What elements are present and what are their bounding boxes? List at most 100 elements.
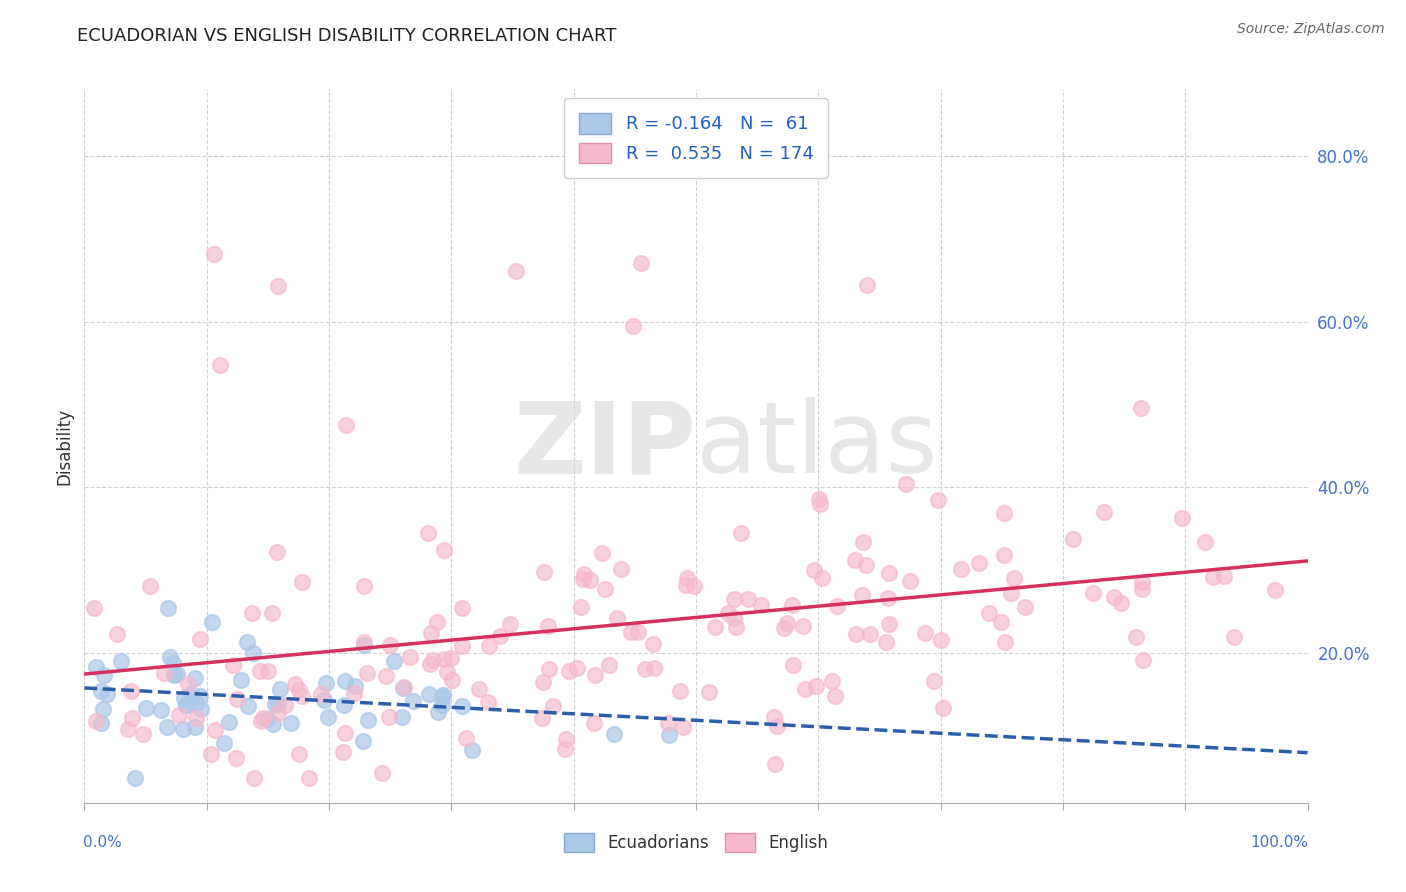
Point xyxy=(763,756,786,771)
Point xyxy=(537,619,560,633)
Point xyxy=(468,682,491,697)
Point xyxy=(105,626,128,640)
Point xyxy=(593,582,616,596)
Point xyxy=(730,526,752,541)
Point xyxy=(284,677,307,691)
Point xyxy=(979,606,1001,620)
Point xyxy=(578,573,600,587)
Point xyxy=(499,617,522,632)
Point xyxy=(433,652,456,666)
Point xyxy=(723,611,745,625)
Point xyxy=(117,722,139,736)
Point xyxy=(806,679,828,693)
Point xyxy=(257,664,280,678)
Point xyxy=(1130,582,1153,596)
Point xyxy=(172,722,194,736)
Point xyxy=(477,695,499,709)
Point xyxy=(533,566,555,580)
Point xyxy=(782,657,804,672)
Point xyxy=(427,706,450,720)
Point xyxy=(139,579,162,593)
Point xyxy=(371,766,394,780)
Point xyxy=(240,607,263,621)
Point xyxy=(173,690,195,705)
Point xyxy=(993,507,1015,521)
Point xyxy=(96,687,118,701)
Point xyxy=(451,698,474,713)
Point xyxy=(280,716,302,731)
Point xyxy=(737,592,759,607)
Point xyxy=(135,701,157,715)
Point xyxy=(441,673,464,687)
Point xyxy=(557,664,579,678)
Text: 0.0%: 0.0% xyxy=(83,835,122,850)
Point xyxy=(93,668,115,682)
Point xyxy=(554,742,576,756)
Point xyxy=(844,553,866,567)
Point xyxy=(249,664,271,678)
Text: atlas: atlas xyxy=(696,398,938,494)
Point xyxy=(676,570,699,584)
Point xyxy=(353,638,375,652)
Point xyxy=(450,639,472,653)
Point xyxy=(174,698,197,713)
Point xyxy=(267,698,290,712)
Point xyxy=(266,545,288,559)
Point xyxy=(602,727,624,741)
Point xyxy=(606,611,628,625)
Point xyxy=(1132,653,1154,667)
Point xyxy=(569,600,592,615)
Point xyxy=(541,698,564,713)
Point xyxy=(505,263,527,277)
Point xyxy=(267,706,290,720)
Point xyxy=(1094,505,1116,519)
Point xyxy=(291,690,314,704)
Point xyxy=(821,674,844,689)
Point xyxy=(256,712,278,726)
Point xyxy=(723,592,745,607)
Point xyxy=(378,710,401,724)
Point xyxy=(876,591,898,606)
Point xyxy=(84,714,107,729)
Point xyxy=(155,720,177,734)
Point xyxy=(184,711,207,725)
Point xyxy=(235,635,257,649)
Point xyxy=(1171,511,1194,525)
Point xyxy=(530,711,553,725)
Point xyxy=(418,687,440,701)
Point xyxy=(200,747,222,761)
Point xyxy=(90,683,112,698)
Point xyxy=(583,716,606,731)
Point xyxy=(1194,535,1216,549)
Point xyxy=(565,661,588,675)
Point xyxy=(260,606,283,620)
Point xyxy=(430,698,453,712)
Point xyxy=(855,558,877,572)
Point xyxy=(190,702,212,716)
Point xyxy=(378,638,401,652)
Point xyxy=(433,542,456,557)
Point xyxy=(717,606,740,620)
Point xyxy=(1102,590,1125,604)
Point xyxy=(990,615,1012,629)
Point xyxy=(927,492,949,507)
Point xyxy=(672,721,695,735)
Point xyxy=(859,627,882,641)
Point xyxy=(776,616,799,631)
Point xyxy=(242,771,264,785)
Point xyxy=(967,556,990,570)
Point xyxy=(201,615,224,630)
Point xyxy=(488,628,510,642)
Point xyxy=(290,575,312,590)
Point xyxy=(1002,571,1025,585)
Point xyxy=(803,563,825,577)
Point xyxy=(166,667,188,681)
Point xyxy=(229,673,252,688)
Point xyxy=(554,732,576,747)
Legend: Ecuadorians, English: Ecuadorians, English xyxy=(557,826,835,859)
Point xyxy=(621,319,644,334)
Point xyxy=(426,615,449,629)
Point xyxy=(922,673,945,688)
Point xyxy=(461,743,484,757)
Text: Source: ZipAtlas.com: Source: ZipAtlas.com xyxy=(1237,22,1385,37)
